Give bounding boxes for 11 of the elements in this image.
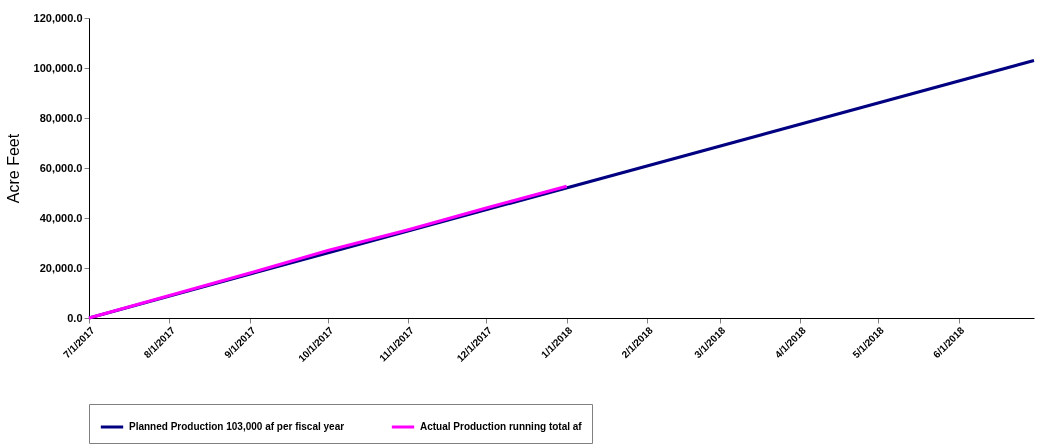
y-tick-label: 20,000.0 <box>39 261 83 274</box>
y-tick-label: 0.0 <box>67 311 83 324</box>
y-tick-label: 80,000.0 <box>39 111 83 124</box>
y-axis-title: Acre Feet <box>4 133 22 204</box>
legend-label: Actual Production running total af <box>420 421 583 432</box>
y-tick-label: 100,000.0 <box>33 61 83 74</box>
line-series <box>87 184 569 320</box>
y-tick-label: 40,000.0 <box>39 211 83 224</box>
y-tick-label: 120,000.0 <box>33 11 83 24</box>
y-tick-label: 60,000.0 <box>39 161 83 174</box>
legend-label: Planned Production 103,000 af per fiscal year <box>129 421 345 432</box>
